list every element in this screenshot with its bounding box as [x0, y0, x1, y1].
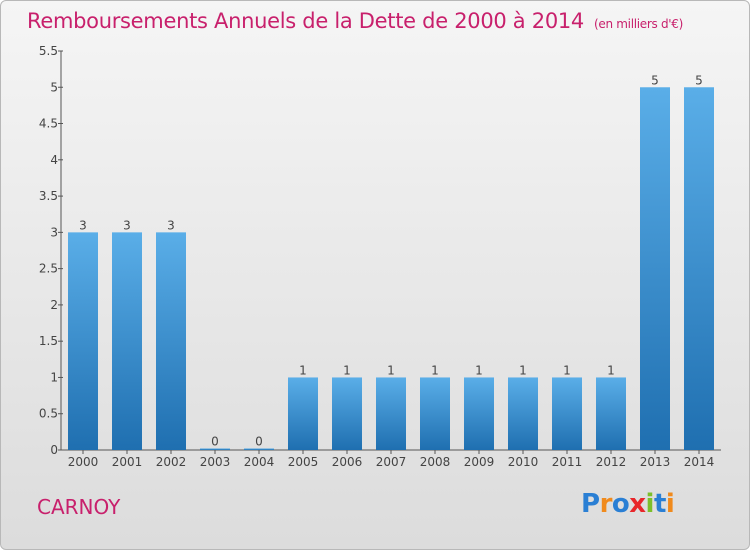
bar: [684, 87, 714, 450]
bar: [156, 232, 186, 450]
data-label: 0: [211, 435, 219, 449]
x-tick-label: 2010: [508, 455, 539, 469]
y-tick-label: 2.5: [39, 262, 58, 276]
bar: [508, 377, 538, 450]
y-tick-label: 5: [50, 80, 58, 94]
bar: [200, 448, 230, 450]
x-tick-label: 2014: [684, 455, 715, 469]
bar: [332, 377, 362, 450]
proxiti-logo: Proxiti: [581, 489, 675, 519]
data-label: 1: [475, 363, 483, 377]
x-tick-label: 2012: [596, 455, 627, 469]
chart-title: Remboursements Annuels de la Dette de 20…: [27, 9, 683, 33]
x-tick-label: 2004: [244, 455, 275, 469]
bar: [112, 232, 142, 450]
data-label: 0: [255, 435, 263, 449]
data-label: 1: [431, 363, 439, 377]
data-label: 1: [607, 363, 615, 377]
data-label: 1: [563, 363, 571, 377]
data-label: 1: [387, 363, 395, 377]
logo-letter: o: [611, 489, 630, 519]
data-label: 1: [343, 363, 351, 377]
bar: [464, 377, 494, 450]
chart-title-text: Remboursements Annuels de la Dette de 20…: [27, 9, 584, 33]
logo-letter: i: [645, 489, 655, 519]
y-tick-label: 2: [50, 298, 58, 312]
logo-letter: P: [581, 489, 600, 519]
y-tick-label: 0.5: [39, 407, 58, 421]
x-tick-label: 2003: [200, 455, 231, 469]
chart-unit: (en milliers d'€): [594, 17, 684, 31]
bar: [552, 377, 582, 450]
x-tick-label: 2007: [376, 455, 407, 469]
data-label: 3: [123, 218, 131, 232]
bar: [376, 377, 406, 450]
bar: [420, 377, 450, 450]
data-label: 1: [519, 363, 527, 377]
bar: [288, 377, 318, 450]
logo-letter: i: [665, 489, 675, 519]
bar: [244, 448, 274, 450]
x-tick-label: 2002: [156, 455, 187, 469]
data-label: 5: [651, 73, 659, 87]
city-name: CARNOY: [37, 495, 121, 519]
y-tick-label: 3.5: [39, 189, 58, 203]
x-tick-label: 2001: [112, 455, 143, 469]
data-label: 5: [695, 73, 703, 87]
x-tick-label: 2005: [288, 455, 319, 469]
bar: [640, 87, 670, 450]
data-label: 3: [167, 218, 175, 232]
logo-letter: t: [653, 489, 666, 519]
y-tick-label: 4.5: [39, 117, 58, 131]
x-tick-label: 2006: [332, 455, 363, 469]
y-tick-label: 1.5: [39, 334, 58, 348]
y-tick-label: 5.5: [39, 44, 58, 58]
x-tick-label: 2000: [68, 455, 99, 469]
y-tick-label: 1: [50, 370, 58, 384]
logo-letter: r: [599, 489, 613, 519]
y-tick-label: 3: [50, 225, 58, 239]
x-tick-label: 2008: [420, 455, 451, 469]
y-tick-label: 0: [50, 443, 58, 457]
data-label: 1: [299, 363, 307, 377]
x-tick-label: 2011: [552, 455, 583, 469]
data-label: 3: [79, 218, 87, 232]
bar: [68, 232, 98, 450]
x-tick-label: 2013: [640, 455, 671, 469]
logo-letter: x: [629, 489, 646, 519]
x-tick-label: 2009: [464, 455, 495, 469]
y-tick-label: 4: [50, 153, 58, 167]
bar: [596, 377, 626, 450]
